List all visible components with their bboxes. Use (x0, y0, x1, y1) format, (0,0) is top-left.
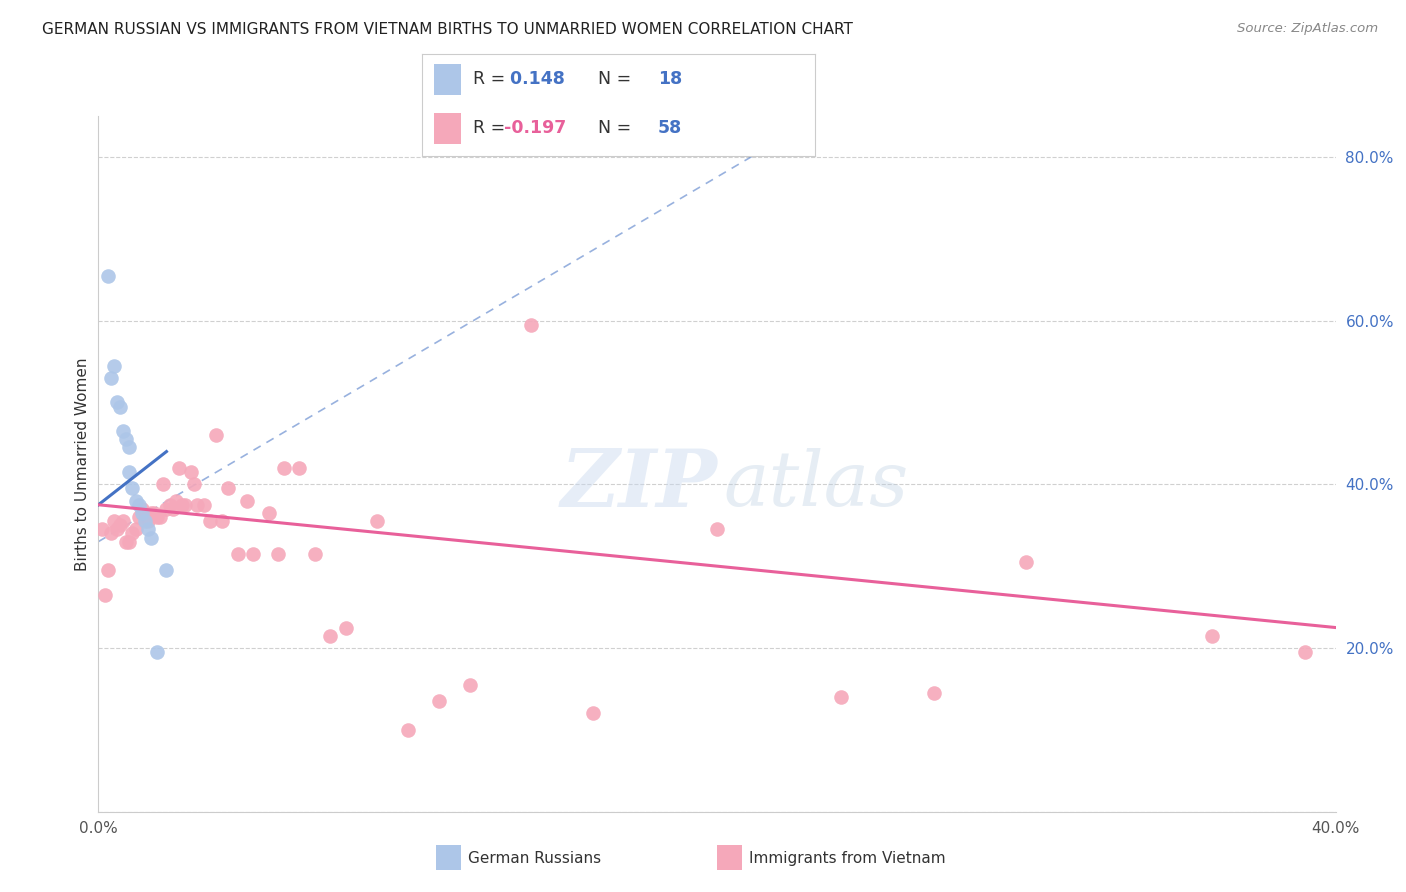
Point (124, 493, 146, 508)
Point (830, 690, 852, 705)
Point (1294, 645, 1316, 659)
Point (304, 547, 326, 561)
Point (242, 547, 264, 561)
Text: atlas: atlas (723, 448, 908, 522)
Point (170, 498, 193, 512)
Point (93, 588, 115, 602)
Point (366, 514, 388, 528)
Point (100, 371, 122, 385)
Text: Immigrants from Vietnam: Immigrants from Vietnam (749, 852, 946, 866)
Point (103, 359, 125, 373)
Point (198, 514, 221, 528)
Point (706, 522, 728, 536)
Y-axis label: Births to Unmarried Women: Births to Unmarried Women (75, 357, 90, 571)
Text: -0.197: -0.197 (505, 120, 567, 137)
Text: ZIP: ZIP (560, 446, 717, 524)
Point (108, 518, 131, 533)
Point (396, 723, 419, 737)
Point (112, 514, 135, 528)
Text: 18: 18 (658, 70, 682, 88)
Point (1201, 629, 1223, 643)
Point (139, 531, 162, 545)
Bar (433, 113, 461, 144)
Bar (433, 64, 461, 95)
Point (582, 706, 605, 721)
Point (131, 501, 153, 516)
Point (136, 514, 159, 528)
Point (128, 510, 150, 524)
Point (159, 498, 181, 512)
Point (97, 563, 120, 577)
Point (115, 432, 138, 446)
Point (124, 522, 146, 536)
Point (134, 514, 156, 528)
Point (273, 461, 295, 475)
Point (155, 501, 177, 516)
Point (335, 621, 357, 635)
Point (143, 506, 166, 520)
Text: GERMAN RUSSIAN VS IMMIGRANTS FROM VIETNAM BIRTHS TO UNMARRIED WOMEN CORRELATION : GERMAN RUSSIAN VS IMMIGRANTS FROM VIETNA… (42, 22, 853, 37)
Point (136, 522, 159, 536)
Point (205, 428, 228, 442)
Point (149, 510, 172, 524)
Point (112, 424, 135, 438)
Point (105, 395, 128, 409)
Text: N =: N = (588, 70, 637, 88)
Point (118, 534, 141, 549)
Text: German Russians: German Russians (468, 852, 602, 866)
Point (139, 506, 162, 520)
Point (167, 461, 190, 475)
Point (236, 493, 259, 508)
Text: 58: 58 (658, 120, 682, 137)
Point (165, 493, 187, 508)
Point (131, 506, 153, 520)
Text: N =: N = (588, 120, 637, 137)
Point (257, 506, 280, 520)
Point (217, 482, 239, 496)
Point (922, 686, 945, 700)
Point (97, 268, 120, 283)
Point (458, 678, 481, 692)
Point (146, 645, 169, 659)
Text: R =: R = (472, 70, 510, 88)
Point (180, 465, 202, 479)
Point (105, 522, 128, 536)
Point (103, 514, 125, 528)
Point (288, 461, 311, 475)
Point (1015, 555, 1038, 569)
Point (152, 477, 174, 491)
Point (174, 498, 197, 512)
Text: R =: R = (472, 120, 510, 137)
Point (193, 498, 215, 512)
Point (115, 534, 138, 549)
Point (134, 506, 156, 520)
Point (121, 482, 143, 496)
Point (100, 526, 122, 541)
Point (128, 498, 150, 512)
Text: Source: ZipAtlas.com: Source: ZipAtlas.com (1237, 22, 1378, 36)
Point (118, 465, 141, 479)
Point (520, 318, 543, 332)
Point (118, 441, 141, 455)
Point (211, 514, 233, 528)
Point (108, 400, 131, 414)
Point (90, 522, 112, 536)
Point (226, 547, 249, 561)
Point (146, 510, 169, 524)
Point (183, 477, 205, 491)
Point (155, 563, 177, 577)
Point (427, 694, 450, 708)
Text: 0.148: 0.148 (505, 70, 565, 88)
Point (319, 629, 342, 643)
Point (162, 501, 184, 516)
Point (186, 498, 208, 512)
Point (267, 547, 290, 561)
Point (121, 526, 143, 541)
